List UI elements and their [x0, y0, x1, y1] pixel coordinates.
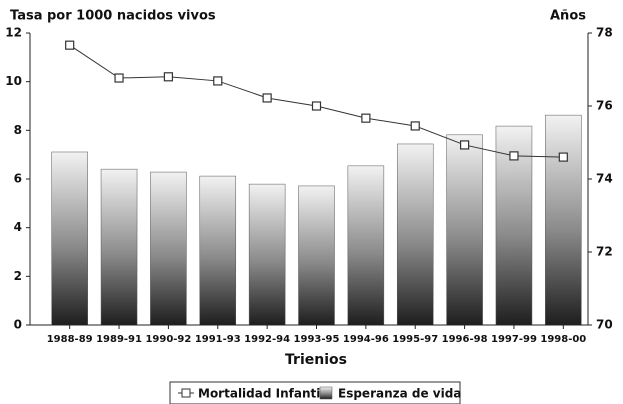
- point: [262, 93, 272, 103]
- y-tick-label: 10: [5, 74, 22, 88]
- y2-tick-label: 74: [596, 172, 613, 186]
- point: [459, 140, 470, 150]
- point: [163, 72, 174, 82]
- y2-tick-label: 72: [596, 245, 613, 259]
- x-tick-label: 1992-94: [244, 334, 290, 345]
- y2-tick-label: 78: [596, 26, 613, 40]
- legend-label: Esperanza de vida: [338, 387, 461, 401]
- x-tick-label: 1990-92: [145, 334, 191, 345]
- y-tick-label: 8: [14, 123, 22, 137]
- bar: [298, 185, 335, 326]
- point: [213, 76, 223, 86]
- x-tick-label: 1988-89: [47, 334, 93, 345]
- legend-label: Mortalidad Infantil: [198, 387, 324, 401]
- bar: [150, 171, 187, 326]
- x-tick-label: 1991-93: [195, 334, 241, 345]
- legend-marker: [181, 388, 191, 398]
- x-tick-label: 1996-98: [442, 334, 488, 345]
- y-tick-label: 4: [14, 220, 22, 234]
- x-tick-label: 1994-96: [343, 334, 389, 345]
- bar: [51, 151, 88, 326]
- legend-box: [169, 381, 461, 404]
- point: [509, 151, 519, 161]
- y2-tick-label: 70: [596, 318, 613, 332]
- bar: [545, 114, 582, 326]
- x-tick-label: 1993-95: [294, 334, 340, 345]
- point: [114, 73, 124, 83]
- bar: [199, 175, 237, 326]
- legend-swatch: [319, 386, 333, 400]
- y-axis-title: Tasa por 1000 nacidos vivos: [10, 9, 216, 24]
- y-tick-label: 2: [14, 269, 22, 283]
- bar: [347, 165, 385, 326]
- bar: [396, 143, 434, 326]
- x-axis-title: Trienios: [285, 352, 347, 368]
- y-tick-label: 12: [5, 26, 22, 40]
- y2-axis-title: Años: [550, 9, 586, 24]
- point: [311, 101, 322, 111]
- point: [361, 113, 371, 123]
- point: [558, 152, 568, 162]
- x-tick-label: 1998-00: [540, 334, 586, 345]
- line: [69, 44, 564, 158]
- bar: [248, 183, 286, 326]
- y-tick-label: 6: [14, 172, 22, 186]
- bar: [446, 134, 483, 326]
- x-tick-label: 1989-91: [96, 334, 142, 345]
- point: [65, 40, 75, 50]
- bar: [100, 168, 138, 326]
- y-tick-label: 0: [14, 318, 22, 332]
- point: [410, 121, 420, 131]
- x-tick-label: 1997-99: [491, 334, 537, 345]
- x-tick-label: 1995-97: [392, 334, 438, 345]
- y2-tick-label: 76: [596, 99, 613, 113]
